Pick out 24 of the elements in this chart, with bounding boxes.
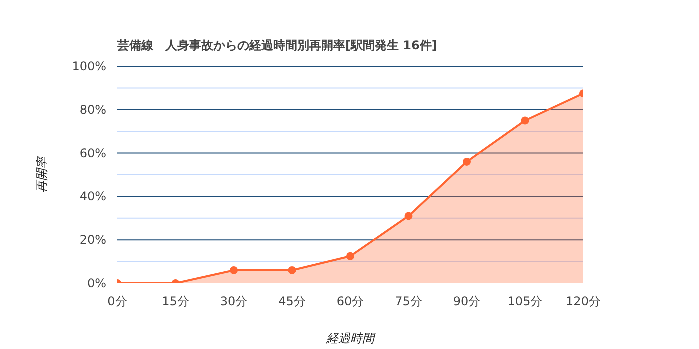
y-tick-label: 20% bbox=[80, 233, 106, 248]
x-tick-label: 90分 bbox=[453, 294, 481, 308]
x-tick-label: 15分 bbox=[162, 294, 190, 308]
x-axis-title: 経過時間 bbox=[326, 332, 376, 346]
point bbox=[404, 212, 413, 220]
y-tick-label: 80% bbox=[80, 102, 106, 117]
x-tick-label: 30分 bbox=[220, 294, 248, 308]
y-tick-label: 100% bbox=[72, 60, 107, 74]
x-tick-label: 75分 bbox=[395, 294, 422, 308]
point bbox=[230, 266, 238, 274]
y-tick-label: 60% bbox=[80, 146, 106, 160]
y-axis-title: 再開率 bbox=[35, 155, 50, 193]
x-tick-label: 45分 bbox=[278, 294, 306, 308]
x-tick-label: 120分 bbox=[566, 294, 601, 308]
point bbox=[346, 252, 354, 260]
x-tick-label: 105分 bbox=[508, 294, 543, 308]
chart-title: 芸備線 人身事故からの経過時間別再開率[駅間発生 16件] bbox=[116, 38, 438, 52]
y-tick-label: 0% bbox=[87, 276, 107, 290]
point bbox=[463, 158, 471, 166]
x-tick-label: 60分 bbox=[336, 294, 364, 308]
point bbox=[288, 266, 296, 274]
y-tick-label: 40% bbox=[80, 190, 106, 204]
point bbox=[521, 116, 530, 125]
x-tick-label: 0分 bbox=[108, 294, 128, 308]
